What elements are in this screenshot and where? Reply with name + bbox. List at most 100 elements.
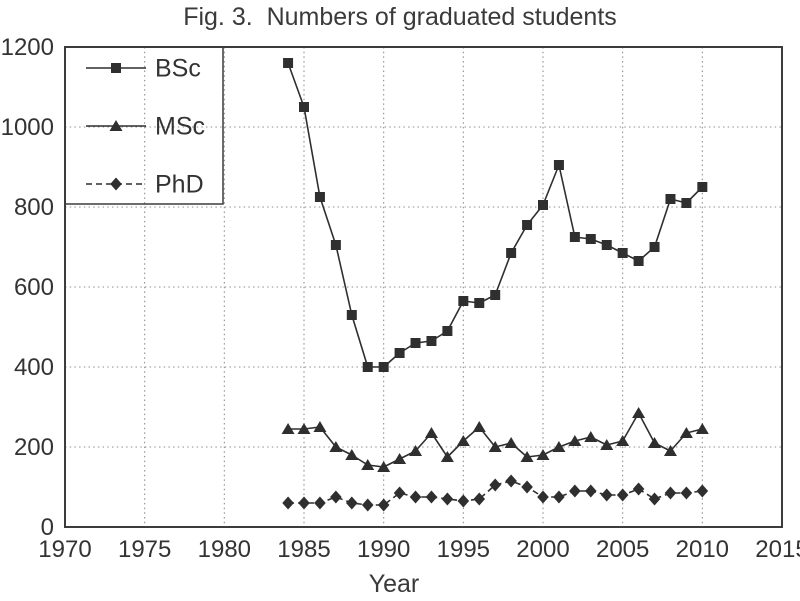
y-tick-label-800: 800 bbox=[14, 194, 54, 221]
data-point-bsc-2000 bbox=[538, 200, 548, 210]
data-point-phd-1985 bbox=[298, 496, 310, 510]
data-point-bsc-1987 bbox=[330, 240, 341, 250]
x-tick-label-1970: 1970 bbox=[38, 536, 91, 563]
data-point-bsc-1993 bbox=[426, 336, 437, 346]
chart-title: Fig. 3. Numbers of graduated students bbox=[183, 3, 617, 31]
data-point-bsc-2007 bbox=[649, 242, 660, 252]
data-point-bsc-2009 bbox=[681, 198, 692, 208]
data-point-phd-1987 bbox=[330, 490, 342, 504]
x-tick-label-1975: 1975 bbox=[118, 536, 171, 563]
data-point-phd-2001 bbox=[553, 490, 565, 504]
data-point-msc-2003 bbox=[584, 431, 598, 442]
data-point-bsc-1994 bbox=[442, 326, 453, 336]
data-point-phd-1990 bbox=[377, 498, 390, 512]
data-point-msc-1989 bbox=[361, 459, 375, 470]
data-point-bsc-1992 bbox=[410, 338, 421, 348]
legend-marker-bsc-icon bbox=[111, 63, 121, 73]
data-point-phd-2007 bbox=[648, 492, 661, 506]
data-point-msc-1986 bbox=[313, 421, 327, 432]
data-point-msc-1993 bbox=[424, 427, 438, 438]
data-point-phd-1989 bbox=[361, 498, 374, 512]
data-point-msc-1992 bbox=[409, 445, 423, 456]
data-point-msc-2009 bbox=[679, 427, 693, 438]
data-point-phd-1999 bbox=[521, 480, 533, 494]
data-point-bsc-1985 bbox=[299, 102, 309, 112]
data-point-phd-1995 bbox=[457, 494, 470, 508]
data-point-msc-2001 bbox=[552, 441, 566, 452]
data-point-msc-1985 bbox=[297, 423, 311, 434]
data-point-bsc-1988 bbox=[346, 310, 357, 320]
data-point-bsc-2006 bbox=[633, 256, 644, 266]
data-point-bsc-2010 bbox=[697, 182, 708, 192]
data-point-phd-2006 bbox=[632, 482, 645, 496]
y-tick-label-1000: 1000 bbox=[1, 114, 54, 141]
data-point-msc-2008 bbox=[663, 445, 677, 456]
data-point-phd-2009 bbox=[680, 486, 693, 500]
y-tick-label-1200: 1200 bbox=[1, 34, 54, 61]
data-point-msc-2002 bbox=[568, 435, 582, 446]
data-point-bsc-1996 bbox=[474, 298, 485, 308]
data-point-phd-2002 bbox=[569, 484, 581, 498]
data-point-bsc-1999 bbox=[522, 220, 533, 230]
data-point-msc-2000 bbox=[536, 449, 550, 460]
data-point-msc-1999 bbox=[520, 451, 534, 462]
data-point-phd-1991 bbox=[393, 486, 406, 500]
data-point-msc-1997 bbox=[488, 441, 502, 452]
data-point-bsc-1984 bbox=[283, 58, 294, 68]
data-point-phd-1994 bbox=[441, 492, 454, 506]
data-point-bsc-1989 bbox=[362, 362, 373, 372]
x-tick-label-2015: 2015 bbox=[755, 536, 800, 563]
data-point-msc-2004 bbox=[600, 439, 614, 450]
data-point-msc-2007 bbox=[648, 437, 662, 448]
x-tick-label-1990: 1990 bbox=[357, 536, 410, 563]
data-point-phd-1997 bbox=[489, 478, 501, 492]
data-point-bsc-2004 bbox=[601, 240, 612, 250]
data-point-bsc-1997 bbox=[490, 290, 501, 300]
x-tick-label-2000: 2000 bbox=[516, 536, 569, 563]
series-line-phd bbox=[288, 480, 703, 506]
data-point-msc-1991 bbox=[393, 453, 407, 464]
data-point-msc-1998 bbox=[504, 437, 518, 448]
y-tick-label-600: 600 bbox=[14, 274, 54, 301]
x-tick-label-2010: 2010 bbox=[676, 536, 729, 563]
legend-marker-msc-icon bbox=[109, 120, 123, 131]
data-point-bsc-2005 bbox=[617, 248, 628, 258]
data-point-bsc-1990 bbox=[378, 362, 389, 372]
data-point-msc-2006 bbox=[632, 407, 646, 418]
data-point-msc-1984 bbox=[281, 423, 295, 434]
data-point-msc-2005 bbox=[616, 435, 630, 446]
data-point-bsc-1986 bbox=[314, 192, 325, 202]
x-tick-label-1985: 1985 bbox=[277, 536, 330, 563]
data-point-phd-2010 bbox=[696, 484, 709, 498]
legend-label-bsc: BSc bbox=[155, 55, 201, 83]
legend-label-msc: MSc bbox=[155, 113, 205, 141]
x-axis-label: Year bbox=[368, 570, 420, 598]
data-point-phd-1998 bbox=[505, 474, 517, 488]
data-point-phd-2004 bbox=[600, 488, 613, 502]
data-point-bsc-2008 bbox=[665, 194, 676, 204]
x-tick-label-1995: 1995 bbox=[437, 536, 490, 563]
data-point-msc-1995 bbox=[456, 435, 470, 446]
data-point-phd-1988 bbox=[346, 496, 358, 510]
data-point-bsc-2003 bbox=[585, 234, 596, 244]
plot-frame bbox=[64, 46, 783, 528]
data-point-bsc-2001 bbox=[553, 160, 564, 170]
data-point-msc-1990 bbox=[377, 461, 391, 472]
x-tick-label-2005: 2005 bbox=[596, 536, 649, 563]
data-point-phd-2005 bbox=[616, 488, 629, 502]
data-point-msc-1996 bbox=[472, 421, 486, 432]
data-point-msc-1988 bbox=[345, 449, 359, 460]
legend-box bbox=[64, 46, 224, 205]
data-point-phd-1986 bbox=[314, 496, 326, 510]
data-point-bsc-2002 bbox=[569, 232, 580, 242]
legend-label-phd: PhD bbox=[155, 171, 204, 199]
data-point-phd-2003 bbox=[585, 484, 597, 498]
data-point-msc-2010 bbox=[695, 423, 709, 434]
y-tick-label-400: 400 bbox=[14, 354, 54, 381]
data-point-phd-2000 bbox=[537, 490, 549, 504]
data-point-phd-1993 bbox=[425, 490, 438, 504]
data-point-phd-2008 bbox=[664, 486, 677, 500]
data-point-msc-1987 bbox=[329, 441, 343, 452]
